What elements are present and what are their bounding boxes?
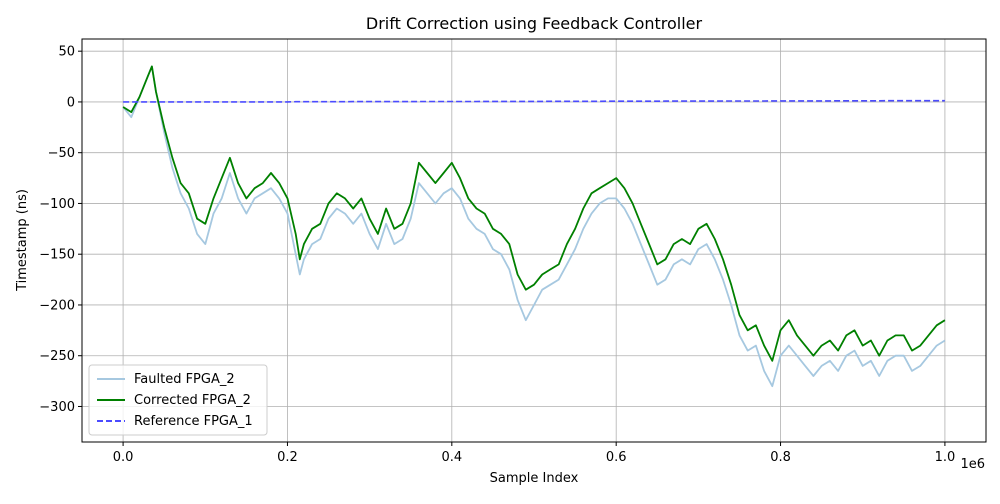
y-tick-label: −300: [39, 400, 75, 415]
y-tick-label: −200: [39, 298, 75, 313]
y-tick-label: −100: [39, 197, 75, 212]
x-tick-label: 0.8: [770, 450, 791, 465]
legend-label-reference: Reference FPGA_1: [134, 414, 253, 429]
plot-frame: [81, 38, 987, 443]
legend: Faulted FPGA_2 Corrected FPGA_2 Referenc…: [88, 364, 268, 436]
series-layer: [122, 65, 946, 388]
x-axis-label: Sample Index: [490, 471, 579, 486]
y-tick-label: −50: [48, 146, 75, 161]
y-tick-label: −250: [39, 349, 75, 364]
x-tick-label: 0.4: [441, 450, 462, 465]
x-tick-label: 0.2: [277, 450, 298, 465]
y-axis-label: Timestamp (ns): [15, 189, 30, 292]
series-faulted-fpga-2: [122, 65, 946, 388]
x-tick-label: 0.0: [113, 450, 134, 465]
y-tick-label: −150: [39, 248, 75, 263]
x-tick-label: 0.6: [606, 450, 627, 465]
grid-layer: [82, 39, 986, 442]
tick-layer: 0.0 0.2 0.4 0.6 0.8 1.0 50 0 −50 −100 −150 −200 −250…: [39, 45, 955, 465]
legend-label-corrected: Corrected FPGA_2: [134, 393, 251, 408]
x-tick-label: 1.0: [935, 450, 956, 465]
x-axis-offset-label: 1e6: [960, 457, 985, 472]
y-tick-label: 50: [58, 45, 75, 60]
chart-title: Drift Correction using Feedback Controll…: [366, 14, 703, 33]
series-corrected-fpga-2: [122, 65, 946, 362]
legend-box: [88, 364, 268, 436]
legend-label-faulted: Faulted FPGA_2: [134, 372, 235, 387]
series-reference-fpga-1: [123, 99, 945, 103]
y-tick-label: 0: [67, 95, 75, 110]
